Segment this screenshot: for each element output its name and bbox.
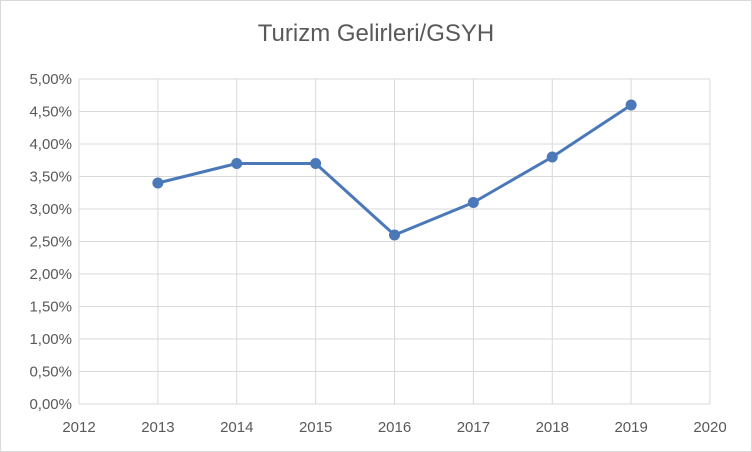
y-tick-label: 4,00% — [29, 136, 72, 153]
x-tick-label: 2012 — [62, 419, 95, 436]
y-tick-label: 0,50% — [29, 364, 72, 381]
data-point — [310, 158, 322, 169]
y-tick-label: 2,50% — [29, 234, 72, 251]
y-tick-label: 0,00% — [29, 396, 72, 413]
x-tick-label: 2015 — [299, 419, 332, 436]
data-point — [152, 177, 164, 189]
y-tick-label: 4,50% — [29, 104, 72, 121]
y-tick-label: 3,50% — [29, 169, 72, 186]
x-tick-label: 2014 — [220, 419, 253, 436]
data-point — [231, 158, 243, 169]
y-tick-label: 1,50% — [29, 299, 72, 316]
chart-title: Turizm Gelirleri/GSYH — [257, 20, 495, 47]
y-tick-label: 1,00% — [29, 331, 72, 348]
x-tick-label: 2018 — [536, 419, 569, 436]
data-point — [467, 197, 479, 208]
data-point — [625, 99, 637, 111]
data-point — [389, 229, 400, 241]
x-tick-label: 2017 — [457, 419, 490, 436]
x-tick-label: 2013 — [141, 419, 174, 436]
x-tick-label: 2019 — [614, 419, 647, 436]
y-tick-label: 2,00% — [29, 266, 72, 283]
y-tick-label: 3,00% — [29, 201, 72, 218]
x-tick-label: 2016 — [378, 419, 411, 436]
y-tick-label: 5,00% — [29, 71, 72, 88]
x-tick-label: 2020 — [693, 419, 726, 436]
data-point — [546, 151, 558, 163]
